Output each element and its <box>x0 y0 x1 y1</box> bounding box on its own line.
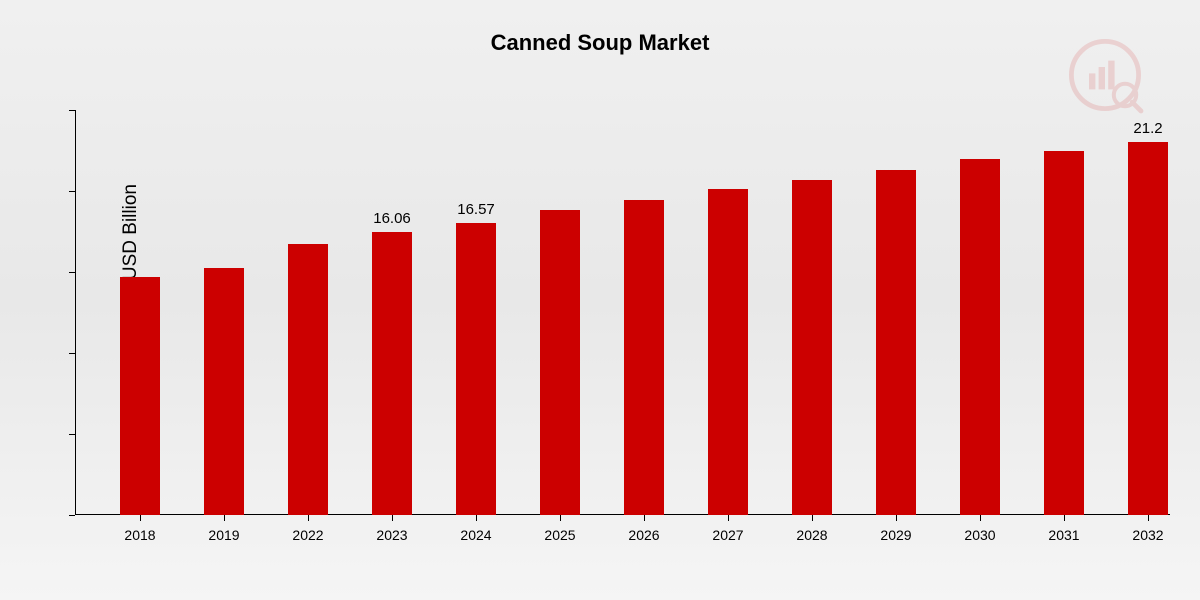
x-tick-label: 2028 <box>796 527 827 543</box>
bar-value-label: 16.57 <box>457 201 495 218</box>
x-tick <box>140 515 141 521</box>
y-tick <box>69 353 75 354</box>
bar <box>624 200 664 515</box>
bar <box>540 210 580 515</box>
x-tick <box>812 515 813 521</box>
bar <box>1128 142 1168 515</box>
x-tick <box>392 515 393 521</box>
x-tick <box>728 515 729 521</box>
bar-value-label: 16.06 <box>373 210 411 227</box>
x-tick <box>224 515 225 521</box>
bar <box>456 223 496 515</box>
y-tick <box>69 434 75 435</box>
x-tick-label: 2022 <box>292 527 323 543</box>
bar <box>372 232 412 515</box>
bar <box>960 159 1000 515</box>
watermark-logo <box>1065 35 1145 115</box>
x-tick-label: 2031 <box>1048 527 1079 543</box>
bar <box>792 180 832 515</box>
chart-title: Canned Soup Market <box>491 30 710 56</box>
x-tick <box>1064 515 1065 521</box>
x-tick <box>980 515 981 521</box>
x-tick <box>1148 515 1149 521</box>
y-tick <box>69 110 75 111</box>
x-tick-label: 2024 <box>460 527 491 543</box>
bar <box>876 170 916 515</box>
x-tick-label: 2023 <box>376 527 407 543</box>
bar <box>288 244 328 515</box>
x-tick-label: 2026 <box>628 527 659 543</box>
bar <box>204 268 244 515</box>
bar <box>1044 151 1084 516</box>
y-tick <box>69 191 75 192</box>
plot-area <box>75 110 1170 515</box>
x-tick-label: 2025 <box>544 527 575 543</box>
x-tick-label: 2027 <box>712 527 743 543</box>
x-tick <box>644 515 645 521</box>
bar <box>120 277 160 515</box>
x-tick <box>476 515 477 521</box>
x-tick-label: 2029 <box>880 527 911 543</box>
x-tick <box>896 515 897 521</box>
y-tick <box>69 272 75 273</box>
x-tick-label: 2030 <box>964 527 995 543</box>
bar-value-label: 21.2 <box>1133 120 1162 137</box>
x-tick-label: 2018 <box>124 527 155 543</box>
x-tick-label: 2032 <box>1132 527 1163 543</box>
x-tick <box>308 515 309 521</box>
y-tick <box>69 515 75 516</box>
chart-container: Canned Soup Market Market Value in USD B… <box>0 0 1200 600</box>
y-axis-line <box>75 110 76 515</box>
x-tick <box>560 515 561 521</box>
bar <box>708 189 748 515</box>
x-tick-label: 2019 <box>208 527 239 543</box>
